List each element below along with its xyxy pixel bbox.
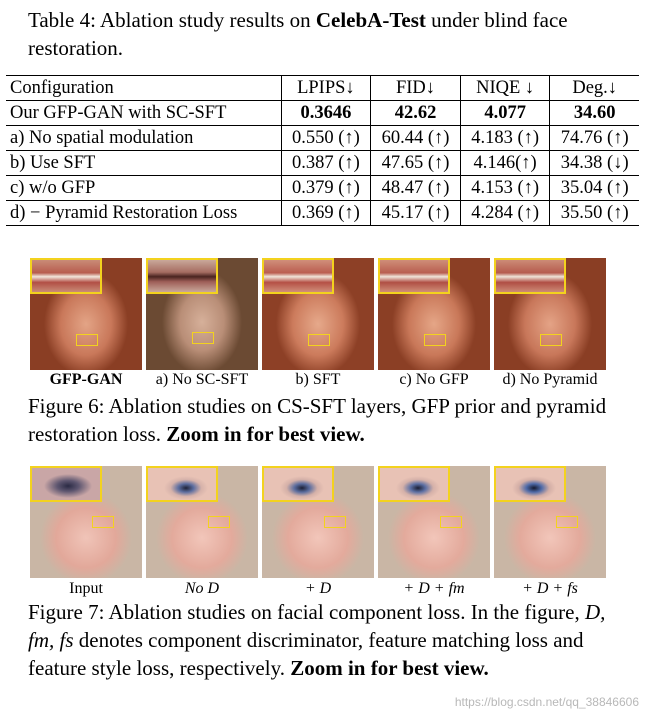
table-cell: 34.60 [549,100,639,126]
table-cell: 4.153 (↑) [460,175,551,201]
header-fid: FID↓ [370,75,461,101]
figure7-label-plus-d-fs: + D + fs [522,580,578,597]
table-cell: c) w/o GFP [6,175,282,201]
face-image [146,258,258,370]
mouth-zoom-inset [146,258,218,294]
table-row: d) − Pyramid Restoration Loss 0.369 (↑) … [6,200,639,226]
table-cell: 0.379 (↑) [281,175,372,201]
table-cell: 34.38 (↓) [549,150,639,176]
table-cell: 4.077 [460,100,551,126]
table-cell: 35.50 (↑) [549,200,639,226]
figure7-label-input: Input [69,580,103,597]
table-row: b) Use SFT 0.387 (↑) 47.65 (↑) 4.146(↑) … [6,150,639,176]
table-cell: d) − Pyramid Restoration Loss [6,200,282,226]
eye-zoom-inset [146,466,218,502]
eye-zoom-inset [30,466,102,502]
header-configuration: Configuration [6,75,282,101]
table-cell: 4.284 (↑) [460,200,551,226]
header-lpips: LPIPS↓ [281,75,372,101]
mouth-zoom-inset [378,258,450,294]
mouth-region-box [424,334,446,346]
eye-region-box [324,516,346,528]
table-caption-dataset: CelebA-Test [315,8,426,32]
table-cell: 4.146(↑) [460,150,551,176]
figure7-panels: Input No D + D + D + fm + D + fs [30,466,630,600]
figure6-caption-text: Figure 6: Ablation studies on CS-SFT lay… [28,394,607,446]
figure6-label-gfpgan: GFP-GAN [49,371,123,388]
eye-zoom-inset [378,466,450,502]
mouth-zoom-inset [262,258,334,294]
figure6-caption: Figure 6: Ablation studies on CS-SFT lay… [28,392,628,448]
figure6-label-sft: b) SFT [295,371,341,388]
mouth-region-box [192,332,214,344]
figure7-label-plus-d-fm: + D + fm [403,580,465,597]
table-cell: b) Use SFT [6,150,282,176]
figure6-panels: GFP-GAN a) No SC-SFT b) SFT c) No GFP d)… [30,258,630,390]
table-cell: 48.47 (↑) [370,175,461,201]
mouth-zoom-inset [30,258,102,294]
table-cell: 4.183 (↑) [460,125,551,151]
table-cell: 35.04 (↑) [549,175,639,201]
figure7-label-no-d: No D [184,580,220,597]
figure6-label-no-gfp: c) No GFP [399,371,469,388]
eye-region-box [92,516,114,528]
watermark: https://blog.csdn.net/qq_38846606 [454,695,639,709]
table-cell: 60.44 (↑) [370,125,461,151]
table-header-row: Configuration LPIPS↓ FID↓ NIQE ↓ Deg.↓ [6,75,639,101]
table-row: c) w/o GFP 0.379 (↑) 48.47 (↑) 4.153 (↑)… [6,175,639,201]
mouth-region-box [76,334,98,346]
figure7-caption: Figure 7: Ablation studies on facial com… [28,598,628,682]
table-cell: 74.76 (↑) [549,125,639,151]
figure7-caption-zoom: Zoom in for best view. [290,656,489,680]
table-cell: 0.387 (↑) [281,150,372,176]
table-caption: Table 4: Ablation study results on Celeb… [28,6,628,62]
figure6-label-no-sc-sft: a) No SC-SFT [155,371,249,388]
eye-zoom-inset [262,466,334,502]
figure6-caption-zoom: Zoom in for best view. [166,422,365,446]
table-cell: 45.17 (↑) [370,200,461,226]
table-row: a) No spatial modulation 0.550 (↑) 60.44… [6,125,639,151]
table-cell: 47.65 (↑) [370,150,461,176]
table-cell: 0.369 (↑) [281,200,372,226]
figure6-label-no-pyramid: d) No Pyramid [502,371,598,388]
table-caption-text: Table 4: Ablation study results on [28,8,316,32]
table-cell: 0.3646 [281,100,372,126]
figure7-caption-symbols: D, fm, fs [28,600,606,652]
header-deg: Deg.↓ [549,75,639,101]
table-row-ours: Our GFP-GAN with SC-SFT 0.3646 42.62 4.0… [6,100,639,126]
header-niqe: NIQE ↓ [460,75,551,101]
ablation-table: Configuration LPIPS↓ FID↓ NIQE ↓ Deg.↓ O… [6,75,639,226]
table-cell: a) No spatial modulation [6,125,282,151]
eye-region-box [208,516,230,528]
mouth-region-box [540,334,562,346]
table-cell: 42.62 [370,100,461,126]
mouth-region-box [308,334,330,346]
eye-region-box [440,516,462,528]
table-cell: 0.550 (↑) [281,125,372,151]
figure7-caption-text-mid: denotes component discriminator, feature… [28,628,584,680]
eye-region-box [556,516,578,528]
figure7-caption-text: Figure 7: Ablation studies on facial com… [28,600,585,624]
table-cell: Our GFP-GAN with SC-SFT [6,100,282,126]
eye-zoom-inset [494,466,566,502]
table-caption-text-end: under blind face restoration. [28,8,568,60]
mouth-zoom-inset [494,258,566,294]
figure7-label-plus-d: + D [304,580,332,597]
